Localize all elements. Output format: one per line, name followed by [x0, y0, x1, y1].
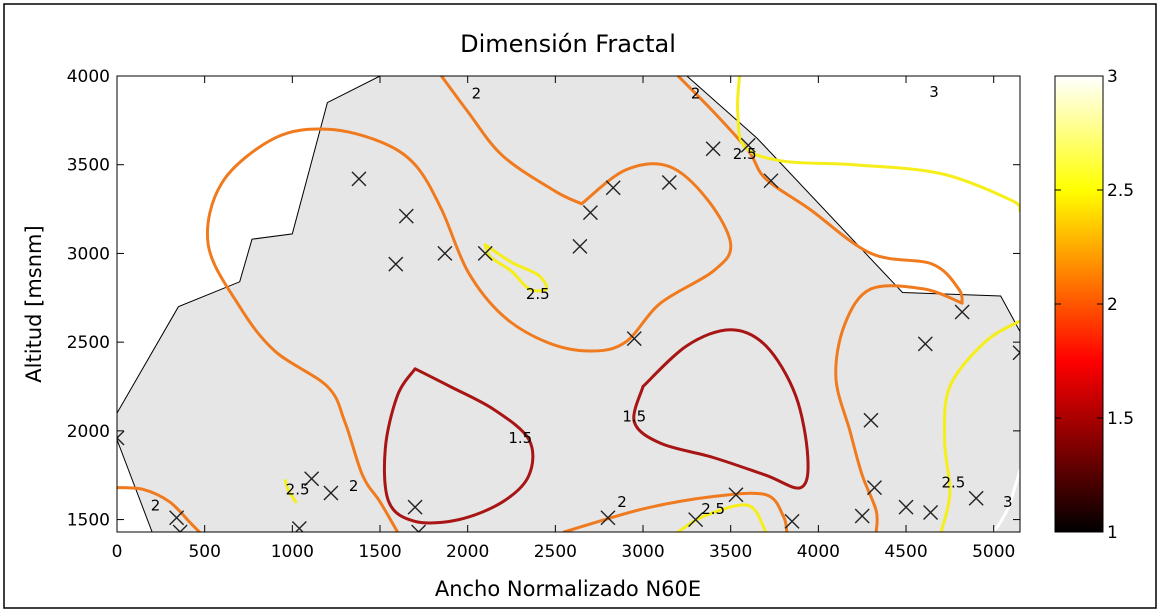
- sample-points: [117, 137, 1020, 532]
- x-tick-label: 4500: [884, 542, 927, 562]
- plot-frame: [116, 75, 1021, 533]
- sample-point-marker: [917, 336, 933, 352]
- sample-point-marker: [740, 137, 756, 153]
- y-tick-label: 2500: [67, 333, 110, 353]
- colorbar-tick-label: 2: [1107, 295, 1118, 315]
- contour-label: 3: [1003, 493, 1013, 511]
- contour-label: 2.5: [286, 480, 310, 498]
- contour-line-2-5: [736, 76, 1020, 213]
- contour-line-2: [834, 284, 964, 532]
- x-tick-label: 5000: [972, 542, 1015, 562]
- contour-label: 2.5: [733, 145, 757, 163]
- y-tick-label: 2000: [67, 422, 110, 442]
- contour-line-1-5: [382, 367, 535, 525]
- sample-point-marker: [323, 485, 339, 501]
- sample-point-marker: [605, 180, 621, 196]
- x-tick-label: 4000: [797, 542, 840, 562]
- x-tick-label: 500: [188, 542, 220, 562]
- sample-point-marker: [398, 208, 414, 224]
- contour-line-2-5: [939, 319, 1020, 532]
- contour-label: 2.5: [701, 500, 725, 518]
- sample-point-marker: [898, 499, 914, 515]
- sample-point-marker: [968, 490, 984, 506]
- sample-point-marker: [582, 205, 598, 221]
- contour-line-2: [562, 491, 789, 532]
- sample-point-marker: [411, 524, 427, 532]
- contour-label: 2: [617, 493, 627, 511]
- colorbar: [1054, 75, 1104, 533]
- contour-lines: [117, 76, 1020, 532]
- contour-label: 2.5: [526, 285, 550, 303]
- colorbar-ticks: 1 1.5 2 2.5 3: [1055, 67, 1134, 543]
- x-tick-label: 2000: [446, 542, 489, 562]
- colorbar-tick-label: 1.5: [1107, 409, 1134, 429]
- contour-label: 1.5: [622, 408, 646, 426]
- x-tick-label: 3500: [709, 542, 752, 562]
- y-tick-label: 4000: [67, 67, 110, 87]
- sample-point-marker: [477, 245, 493, 261]
- contour-line-2: [117, 486, 201, 532]
- contour-line-2-5: [483, 243, 549, 293]
- contour-line-3: [992, 468, 1020, 532]
- contour-line-2: [439, 76, 584, 206]
- sample-point-marker: [784, 513, 800, 529]
- contour-line-1-5: [632, 328, 810, 490]
- sample-point-marker: [626, 331, 642, 347]
- x-tick-label: 2500: [534, 542, 577, 562]
- sample-point-marker: [600, 510, 616, 526]
- contour-label: 1.5: [508, 429, 532, 447]
- x-tick-label: 1000: [271, 542, 314, 562]
- y-axis-ticks: 1500 2000 2500 3000 3500 4000: [67, 67, 1020, 531]
- sample-point-marker: [854, 508, 870, 524]
- sample-point-marker: [863, 412, 879, 428]
- sample-point-marker: [954, 304, 970, 320]
- y-tick-label: 3000: [67, 244, 110, 264]
- sample-point-marker: [117, 430, 125, 446]
- contour-line-2: [206, 127, 733, 532]
- sample-point-marker: [572, 238, 588, 254]
- sample-point-marker: [388, 256, 404, 272]
- contour-labels: 2 2 3 2.5 2.5 1.5 1.5 2 2.5 2 2 2.5 2.5 3: [151, 83, 1013, 518]
- contour-label: 2: [691, 85, 701, 103]
- contour-label: 2: [151, 496, 161, 514]
- sample-point-marker: [169, 510, 185, 526]
- sample-point-marker: [866, 480, 882, 496]
- sample-point-marker: [763, 173, 779, 189]
- contour-label: 2: [349, 477, 359, 495]
- x-tick-label: 3000: [621, 542, 664, 562]
- sample-point-marker: [437, 245, 453, 261]
- sample-point-marker: [304, 471, 320, 487]
- sample-point-marker: [705, 141, 721, 157]
- contour-label: 2: [472, 85, 482, 103]
- colorbar-tick-label: 3: [1107, 67, 1118, 87]
- y-axis-label: Altitud [msnm]: [22, 225, 46, 382]
- contour-line-2-5: [676, 503, 768, 532]
- sample-point-marker: [923, 504, 939, 520]
- x-axis-ticks: 0 500 1000 1500 2000 2500 3000 3500 4000 4500 5000: [112, 76, 1015, 562]
- colorbar-tick-label: 2.5: [1107, 181, 1134, 201]
- y-tick-label: 3500: [67, 156, 110, 176]
- sample-point-marker: [1012, 345, 1020, 361]
- sample-point-marker: [351, 171, 367, 187]
- sample-point-marker: [688, 512, 704, 528]
- contour-label: 2.5: [941, 473, 965, 491]
- chart-title: Dimensión Fractal: [460, 30, 676, 58]
- contour-line-2: [676, 76, 964, 305]
- x-tick-label: 0: [112, 542, 123, 562]
- sample-point-marker: [291, 520, 307, 532]
- sample-point-marker: [661, 174, 677, 190]
- x-tick-label: 1500: [358, 542, 401, 562]
- contour-line-2-5: [283, 479, 298, 504]
- sample-point-marker: [172, 524, 188, 532]
- contour-label: 3: [929, 83, 939, 101]
- y-tick-label: 1500: [67, 511, 110, 531]
- x-axis-label: Ancho Normalizado N60E: [435, 577, 701, 601]
- colorbar-tick-label: 1: [1107, 523, 1118, 543]
- sample-point-marker: [728, 487, 744, 503]
- sample-point-marker: [407, 499, 423, 515]
